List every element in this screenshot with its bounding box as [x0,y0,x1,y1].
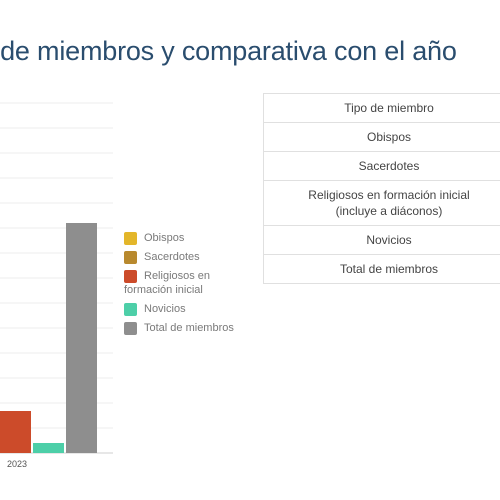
legend-label: Obispos [144,232,185,244]
legend: Obispos Sacerdotes Religiosos en formaci… [124,231,254,340]
x-axis-ticks: 2023 [7,459,27,469]
members-table: Tipo de miembro Obispos Sacerdotes Relig… [263,93,500,284]
table-cell: Obispos [366,130,412,144]
table-cell: Total de miembros [339,262,439,276]
legend-item-novicios[interactable]: Novicios [124,302,254,316]
legend-swatch [124,251,137,264]
table-cell: Novicios [366,233,412,247]
legend-item-obispos[interactable]: Obispos [124,231,254,245]
x-tick-label: 2023 [7,459,27,469]
legend-swatch [124,232,137,245]
legend-item-sacerdotes[interactable]: Sacerdotes [124,250,254,264]
legend-label: Total de miembros [144,322,234,334]
table-row: Total de miembros [264,255,500,284]
legend-label: Novicios [144,303,186,315]
bar-novicios[interactable] [33,443,64,453]
table-row: Sacerdotes [264,152,500,181]
table-row: Religiosos en formación inicial (incluye… [264,181,500,226]
table-cell: Sacerdotes [358,159,420,173]
bar-total-de-miembros[interactable] [66,223,97,453]
legend-item-total[interactable]: Total de miembros [124,321,254,335]
table-header: Tipo de miembro [344,101,434,115]
legend-swatch [124,303,137,316]
legend-label: Religiosos en formación inicial [124,270,211,296]
bar-religiosos-en-formaci-n-inicial[interactable] [0,411,31,453]
legend-item-religiosos[interactable]: Religiosos en formación inicial [124,269,254,297]
legend-swatch [124,322,137,335]
bars [0,223,97,453]
legend-swatch [124,270,137,283]
legend-label: Sacerdotes [144,251,200,263]
table-row: Obispos [264,123,500,152]
table-header-row: Tipo de miembro [264,94,500,123]
table-cell: Religiosos en formación inicial (incluye… [308,188,470,218]
table-row: Novicios [264,226,500,255]
chart-title: o de miembros y comparativa con el año [0,36,457,66]
